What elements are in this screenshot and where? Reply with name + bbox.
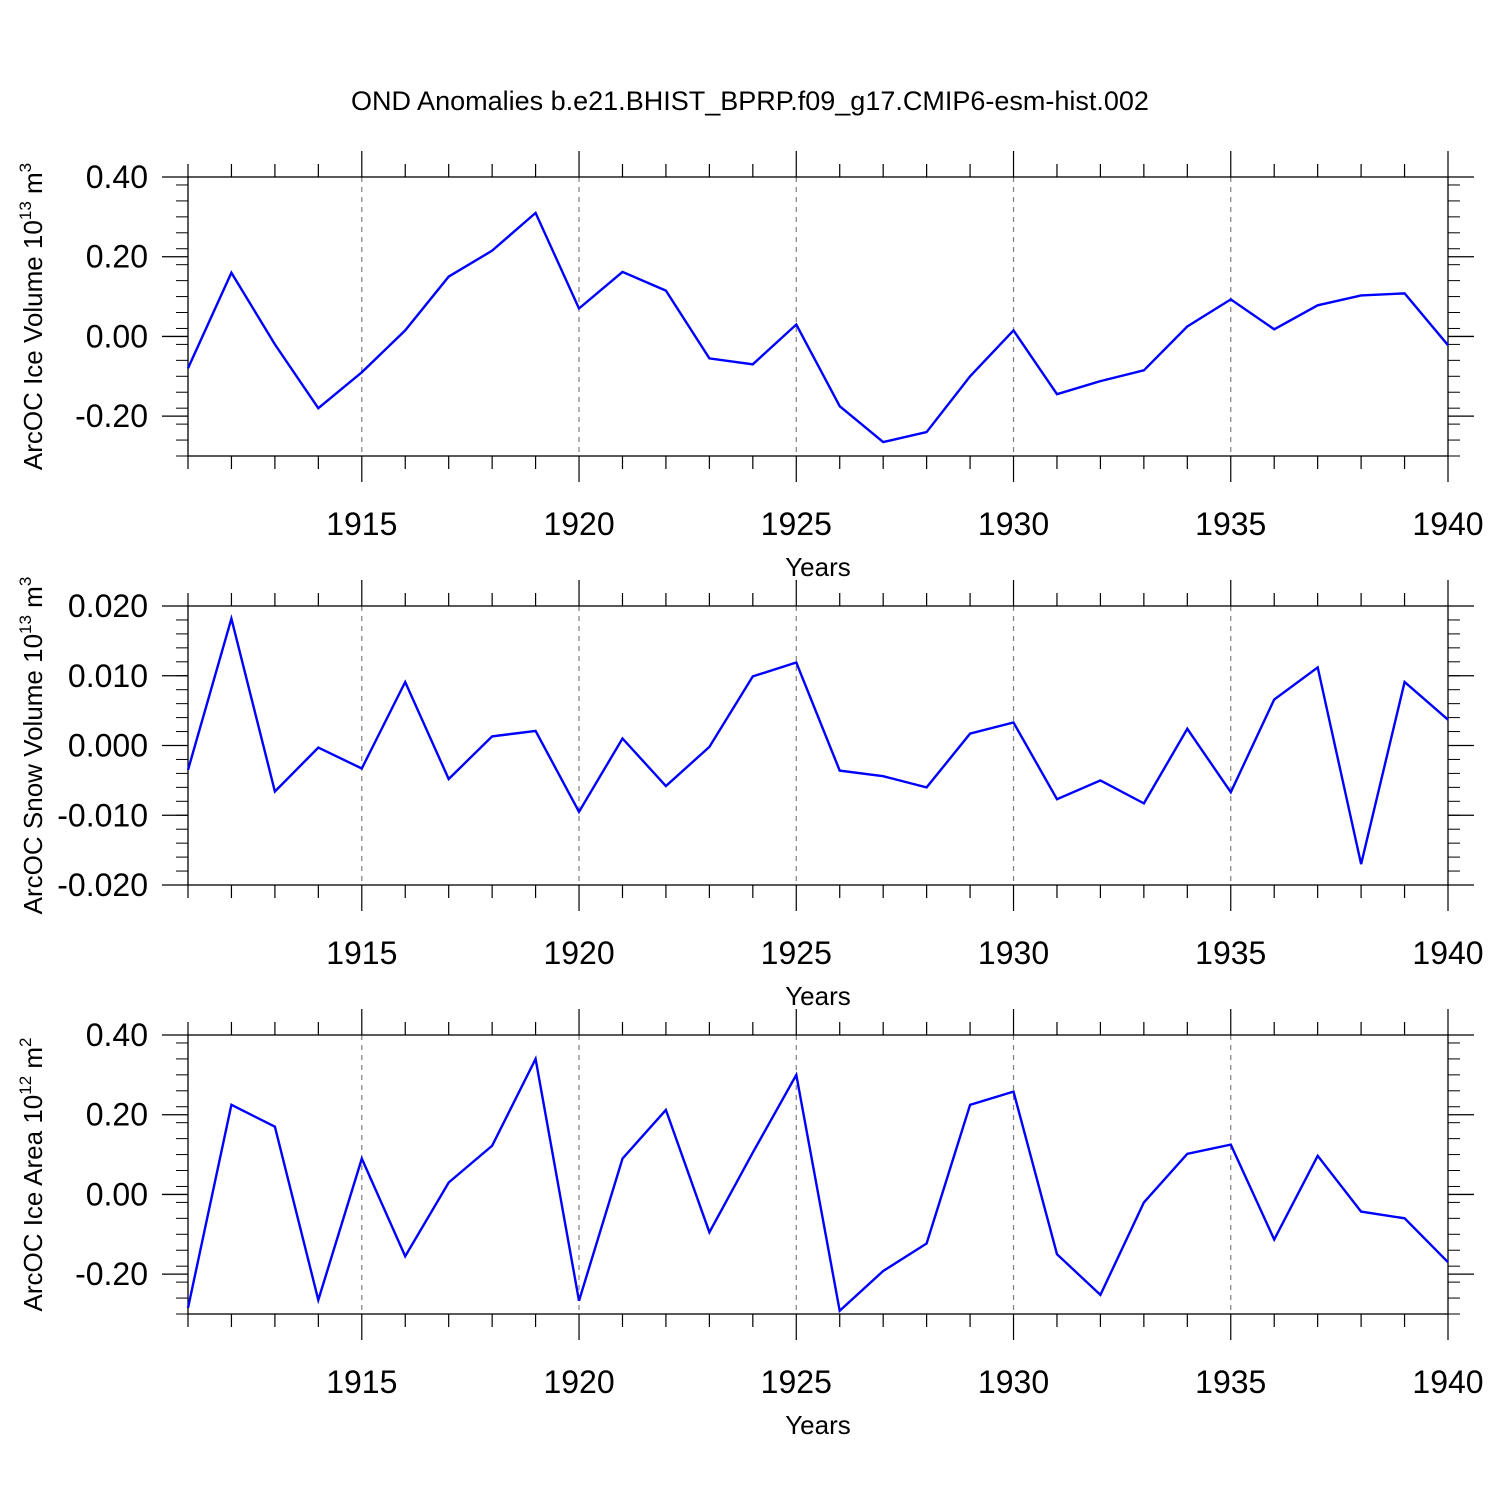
y-axis-label: ArcOC Snow Volume 1013 m3 xyxy=(16,577,48,915)
x-tick-label: 1915 xyxy=(326,1364,397,1400)
y-label-unit-exponent: 2 xyxy=(16,1037,35,1046)
y-tick-label: -0.020 xyxy=(57,867,148,903)
y-tick-label: -0.20 xyxy=(75,1256,148,1292)
x-tick-label: 1915 xyxy=(326,935,397,971)
y-tick-label: 0.010 xyxy=(68,658,148,694)
y-label-unit: m xyxy=(18,586,48,615)
y-label-text: ArcOC Snow Volume 10 xyxy=(18,634,48,914)
y-axis-label: ArcOC Ice Area 1012 m2 xyxy=(16,1037,48,1311)
y-label-exponent: 12 xyxy=(16,1076,35,1095)
y-tick-label: 0.40 xyxy=(86,159,148,195)
snow-volume-panel: -0.020 -0.010 0.000 0.010 0.020 1915 1920 1925 1… xyxy=(16,577,1484,1011)
y-tick-label: 0.020 xyxy=(68,588,148,624)
y-label-unit-exponent: 3 xyxy=(16,577,35,586)
ice-volume-panel: -0.20 0.00 0.20 0.40 1915 1920 1925 1930 1935 194… xyxy=(16,151,1484,582)
y-axis-label: ArcOC Ice Volume 1013 m3 xyxy=(16,163,48,470)
y-tick-label: 0.40 xyxy=(86,1017,148,1053)
x-tick-label: 1920 xyxy=(543,506,614,542)
x-tick-label: 1930 xyxy=(978,935,1049,971)
x-tick-label: 1935 xyxy=(1195,506,1266,542)
x-tick-label: 1935 xyxy=(1195,1364,1266,1400)
x-tick-label: 1920 xyxy=(543,1364,614,1400)
y-label-text: ArcOC Ice Area 10 xyxy=(18,1095,48,1312)
x-axis-label: Years xyxy=(785,552,851,582)
y-tick-label: 0.00 xyxy=(86,318,148,354)
y-tick-label: 0.00 xyxy=(86,1176,148,1212)
x-tick-label: 1940 xyxy=(1412,506,1483,542)
x-axis-label: Years xyxy=(785,981,851,1011)
y-tick-label: -0.010 xyxy=(57,797,148,833)
x-tick-label: 1940 xyxy=(1412,935,1483,971)
x-tick-label: 1925 xyxy=(761,935,832,971)
y-tick-label: 0.20 xyxy=(86,1097,148,1133)
y-label-unit: m xyxy=(18,1047,48,1076)
chart-title: OND Anomalies b.e21.BHIST_BPRP.f09_g17.C… xyxy=(351,86,1149,116)
y-label-unit: m xyxy=(18,172,48,201)
y-tick-label: 0.20 xyxy=(86,239,148,275)
x-axis-label: Years xyxy=(785,1410,851,1440)
x-tick-label: 1925 xyxy=(761,506,832,542)
x-tick-label: 1925 xyxy=(761,1364,832,1400)
y-tick-label: -0.20 xyxy=(75,398,148,434)
y-label-exponent: 13 xyxy=(16,201,35,220)
ice-area-panel: -0.20 0.00 0.20 0.40 1915 1920 1925 1930 1935 194… xyxy=(16,1009,1484,1440)
y-label-unit-exponent: 3 xyxy=(16,163,35,172)
snow-volume-series-line xyxy=(186,613,1449,865)
x-tick-label: 1935 xyxy=(1195,935,1266,971)
y-tick-label: 0.000 xyxy=(68,728,148,764)
x-tick-label: 1930 xyxy=(978,506,1049,542)
ice-volume-series-line xyxy=(186,210,1449,444)
x-tick-label: 1930 xyxy=(978,1364,1049,1400)
y-label-text: ArcOC Ice Volume 10 xyxy=(18,220,48,470)
x-tick-label: 1915 xyxy=(326,506,397,542)
x-tick-label: 1940 xyxy=(1412,1364,1483,1400)
plot-frame xyxy=(187,176,1449,457)
plot-frame xyxy=(187,1034,1449,1315)
ice-area-series-line xyxy=(186,1055,1449,1314)
plot-frame xyxy=(187,605,1449,886)
y-label-exponent: 13 xyxy=(16,615,35,634)
x-tick-label: 1920 xyxy=(543,935,614,971)
